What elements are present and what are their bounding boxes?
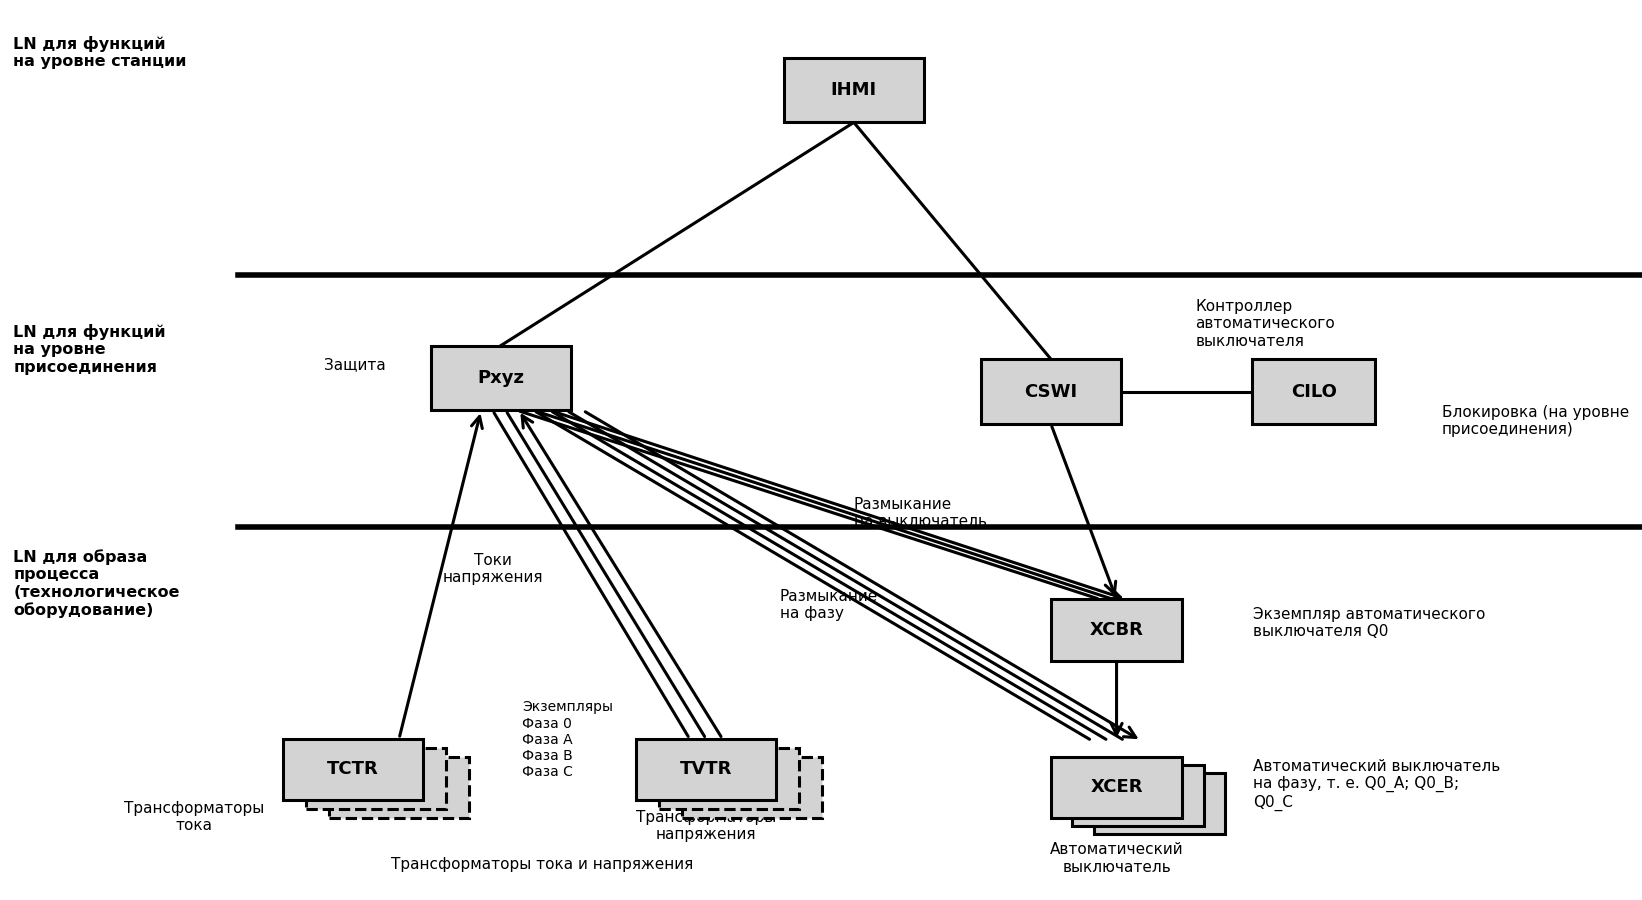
Text: Размыкание
на фазу: Размыкание на фазу [780, 589, 878, 621]
Text: LN для функций
на уровне
присоединения: LN для функций на уровне присоединения [13, 324, 166, 374]
Text: Pxyz: Pxyz [478, 369, 524, 387]
Text: CILO: CILO [1291, 382, 1337, 400]
Text: IHMI: IHMI [831, 81, 877, 99]
FancyBboxPatch shape [785, 58, 923, 122]
Text: CSWI: CSWI [1025, 382, 1077, 400]
Text: Контроллер
автоматического
выключателя: Контроллер автоматического выключателя [1195, 299, 1335, 349]
FancyBboxPatch shape [637, 739, 777, 800]
Text: Защита: Защита [323, 357, 386, 372]
FancyBboxPatch shape [282, 739, 424, 800]
FancyBboxPatch shape [1253, 359, 1376, 424]
FancyBboxPatch shape [660, 748, 800, 809]
Text: Трансформаторы
тока: Трансформаторы тока [123, 801, 264, 833]
Text: Экземпляры
Фаза 0
Фаза A
Фаза B
Фаза C: Экземпляры Фаза 0 Фаза A Фаза B Фаза C [522, 700, 612, 779]
FancyBboxPatch shape [683, 757, 823, 818]
Text: TVTR: TVTR [680, 760, 732, 778]
FancyBboxPatch shape [328, 757, 470, 818]
Text: Автоматический
выключатель: Автоматический выключатель [1049, 842, 1184, 875]
Text: TCTR: TCTR [327, 760, 379, 778]
FancyBboxPatch shape [432, 346, 571, 410]
Text: XCER: XCER [1090, 778, 1143, 796]
Text: LN для образа
процесса
(технологическое
оборудование): LN для образа процесса (технологическое … [13, 549, 179, 617]
Text: XCBR: XCBR [1090, 621, 1143, 639]
FancyBboxPatch shape [1051, 599, 1182, 661]
FancyBboxPatch shape [1051, 757, 1182, 818]
Text: Экземпляр автоматического
выключателя Q0: Экземпляр автоматического выключателя Q0 [1253, 607, 1486, 639]
Text: Трансформаторы
напряжения: Трансформаторы напряжения [635, 810, 777, 842]
Text: Размыкание
на выключатель: Размыкание на выключатель [854, 497, 987, 529]
FancyBboxPatch shape [982, 359, 1121, 424]
Text: Автоматический выключатель
на фазу, т. е. Q0_A; Q0_B;
Q0_C: Автоматический выключатель на фазу, т. е… [1253, 759, 1501, 811]
FancyBboxPatch shape [1072, 765, 1204, 826]
Text: Токи
напряжения: Токи напряжения [442, 553, 544, 585]
Text: Трансформаторы тока и напряжения: Трансформаторы тока и напряжения [391, 857, 693, 871]
Text: Блокировка (на уровне
присоединения): Блокировка (на уровне присоединения) [1442, 405, 1629, 437]
Text: LN для функций
на уровне станции: LN для функций на уровне станции [13, 36, 187, 69]
FancyBboxPatch shape [307, 748, 447, 809]
FancyBboxPatch shape [1094, 773, 1225, 834]
